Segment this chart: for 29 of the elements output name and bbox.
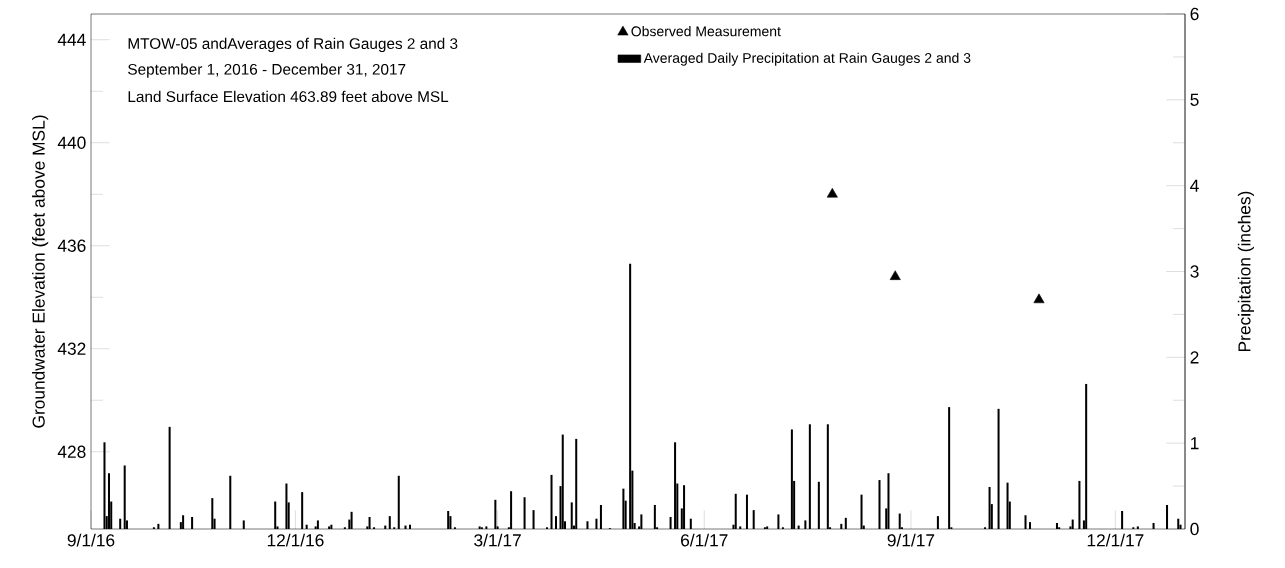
point: [826, 187, 838, 198]
x-tick-label: 12/1/16: [267, 533, 324, 547]
y-tick-label: 432: [57, 342, 86, 355]
y-tick-label: 440: [57, 136, 86, 149]
point: [889, 270, 901, 280]
y-tick-label: 428: [57, 445, 86, 458]
x-tick-label: 3/1/17: [474, 533, 521, 547]
y2-tick-label: 0: [1190, 522, 1199, 536]
bar: [1177, 518, 1180, 529]
x-tick-label: 12/1/17: [1087, 533, 1144, 547]
text: September 1, 2016 - December 31, 2017: [128, 63, 406, 78]
legend-label: Averaged Daily Precipitation at Rain Gauges 2 and 3: [643, 52, 971, 66]
point: [1033, 293, 1045, 304]
x-tick-label: 9/1/17: [887, 533, 935, 547]
y-tick-label: 444: [57, 33, 86, 46]
text: MTOW-05 andAverages of Rain Gauges 2 and 3: [128, 37, 458, 53]
y2-tick-label: 1: [1191, 437, 1199, 450]
y2-axis-title: Precipitation (inches): [1237, 191, 1255, 352]
legend-label: Observed Measurement: [631, 25, 781, 37]
y2-tick-label: 5: [1190, 93, 1199, 106]
y2-tick-label: 3: [1190, 265, 1199, 278]
y-tick-label: 436: [57, 239, 86, 252]
y2-tick-label: 6: [1190, 7, 1199, 21]
y2-tick-label: 4: [1190, 179, 1199, 192]
annotation: Land Surface Elevation 463.89 feet above MSL: [128, 90, 449, 103]
y2-tick-label: 2: [1190, 351, 1199, 364]
y-axis-title: Groundwater Elevation (feet above MSL): [32, 115, 49, 428]
x-tick-label: 9/1/16: [67, 533, 115, 547]
x-tick-label: 6/1/17: [681, 533, 728, 547]
